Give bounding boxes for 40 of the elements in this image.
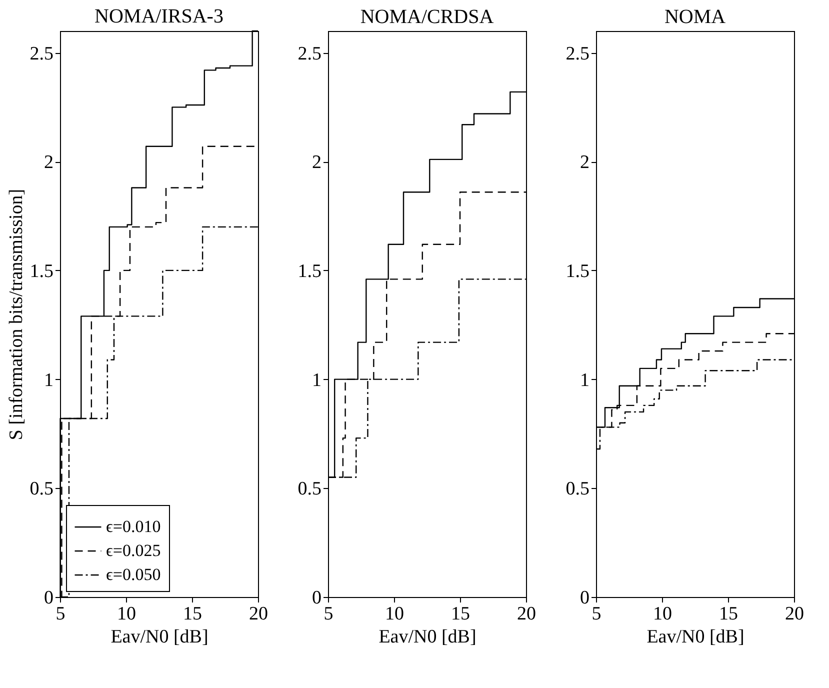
y-tick-label: 2 xyxy=(580,152,590,174)
y-tick-label: 1.5 xyxy=(30,260,54,282)
y-tick-label: 2 xyxy=(44,152,54,174)
x-axis-title: Eav/N0 [dB] xyxy=(110,626,208,648)
x-tick-label: 15 xyxy=(183,604,202,624)
x-tick-label: 5 xyxy=(592,604,602,624)
y-tick-label: 1 xyxy=(44,370,54,391)
y-tick-label: 2.5 xyxy=(30,43,54,64)
x-tick-label: 20 xyxy=(785,604,804,624)
y-tick-label: 1.5 xyxy=(298,260,322,282)
y-tick-label: 0.5 xyxy=(298,478,322,500)
x-axis-title: Eav/N0 [dB] xyxy=(646,626,744,648)
y-axis-title: S [information bits/transmission] xyxy=(6,188,27,440)
y-tick-label: 0.5 xyxy=(30,478,54,500)
x-tick-label: 15 xyxy=(451,604,470,624)
x-tick-label: 20 xyxy=(517,604,536,624)
y-tick-label: 1.5 xyxy=(566,260,590,282)
y-tick-label: 1 xyxy=(312,370,322,391)
chart-title: NOMA/CRDSA xyxy=(360,6,494,28)
y-tick-label: 2.5 xyxy=(298,43,322,64)
y-tick-label: 0 xyxy=(44,588,54,608)
y-tick-label: 2.5 xyxy=(566,43,590,64)
y-tick-label: 0.5 xyxy=(566,478,590,500)
y-tick-label: 0 xyxy=(580,588,590,608)
x-tick-label: 10 xyxy=(117,604,136,624)
y-tick-label: 2 xyxy=(312,152,322,174)
x-tick-label: 5 xyxy=(56,604,66,624)
legend-label: ϵ=0.050 xyxy=(106,565,161,584)
y-tick-label: 1 xyxy=(580,370,590,391)
chart-title: NOMA/IRSA-3 xyxy=(94,5,224,28)
x-tick-label: 20 xyxy=(249,604,268,624)
x-tick-label: 10 xyxy=(653,604,672,624)
chart-title: NOMA xyxy=(664,6,726,28)
x-tick-label: 5 xyxy=(324,604,334,624)
legend-label: ϵ=0.025 xyxy=(106,541,161,560)
x-tick-label: 15 xyxy=(719,604,738,624)
x-tick-label: 10 xyxy=(385,604,404,624)
y-tick-label: 0 xyxy=(312,588,322,608)
legend-label: ϵ=0.010 xyxy=(106,517,161,536)
x-axis-title: Eav/N0 [dB] xyxy=(378,626,476,648)
